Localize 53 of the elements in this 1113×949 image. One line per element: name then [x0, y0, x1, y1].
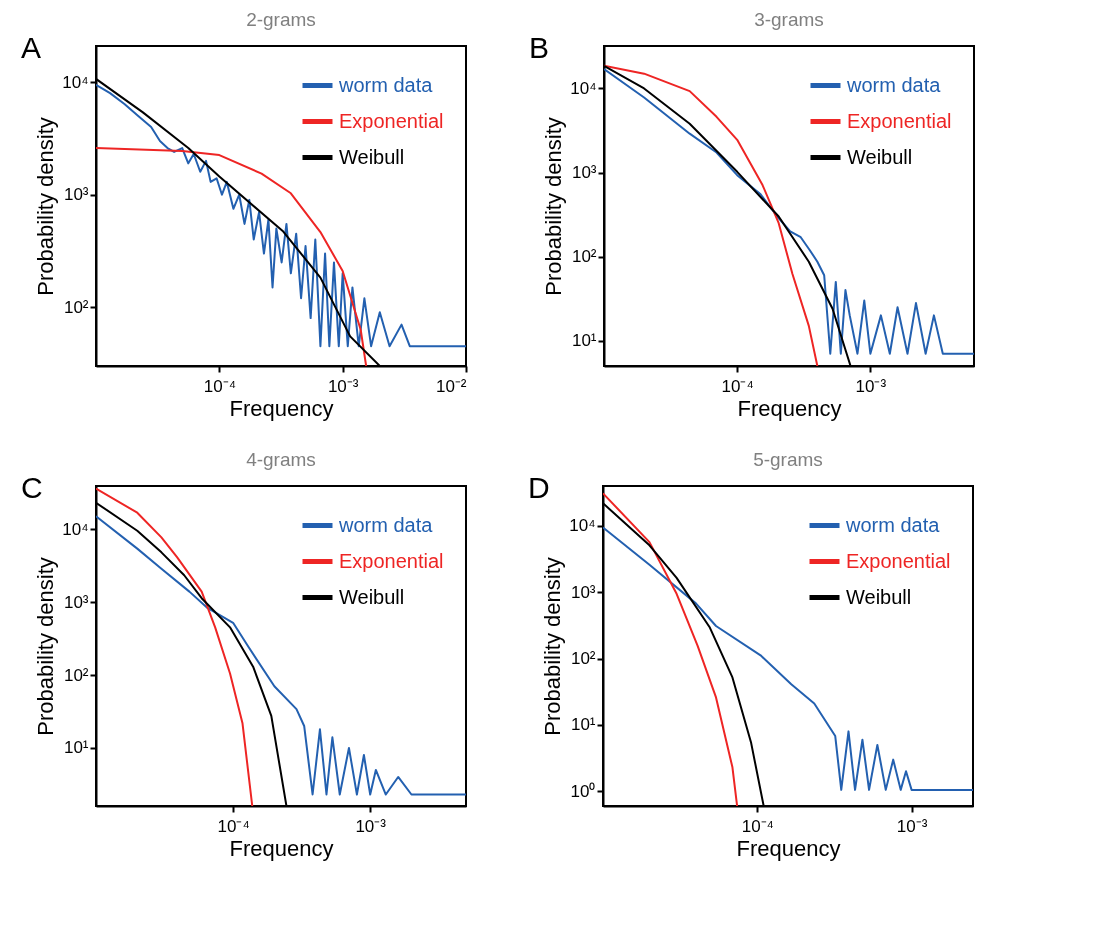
y-tick-label: 10² — [570, 649, 596, 669]
x-tick-label: 10⁻⁴ — [203, 376, 236, 396]
legend-label: Weibull — [846, 585, 912, 608]
y-tick-label: 10³ — [63, 592, 89, 612]
legend-label: Exponential — [847, 109, 952, 132]
x-axis-title: Frequency — [229, 835, 334, 861]
y-tick-label: 10⁴ — [62, 519, 89, 539]
chart-title: 5-grams — [753, 449, 823, 470]
y-axis-title: Probability density — [540, 557, 566, 736]
y-tick-label: 10⁰ — [570, 781, 596, 801]
x-tick-label: 10⁻² — [435, 376, 467, 396]
x-tick-label: 10⁻⁴ — [741, 816, 774, 836]
y-tick-label: 10¹ — [570, 715, 596, 735]
chart-title: 3-grams — [754, 9, 824, 30]
y-axis-title: Probability density — [33, 557, 59, 736]
text: C — [21, 471, 43, 504]
legend-label: Exponential — [339, 549, 444, 572]
y-tick-label: 10² — [63, 665, 89, 685]
x-tick-label: 10⁻³ — [355, 816, 387, 836]
x-tick-label: 10⁻⁴ — [721, 376, 754, 396]
y-axis-title: Probability density — [541, 117, 567, 296]
legend-label: worm data — [338, 513, 434, 536]
legend-label: Weibull — [339, 585, 405, 608]
chart-title: 4-grams — [246, 449, 316, 470]
y-tick-label: 10⁴ — [570, 78, 597, 98]
legend-label: worm data — [338, 73, 434, 96]
y-tick-label: 10² — [63, 297, 89, 317]
y-tick-label: 10⁴ — [62, 72, 89, 92]
text: D — [528, 471, 550, 504]
chart-title: 2-grams — [246, 9, 316, 30]
x-axis-title: Frequency — [229, 395, 334, 421]
x-axis-title: Frequency — [737, 395, 842, 421]
text: B — [529, 31, 550, 64]
x-tick-label: 10⁻³ — [855, 376, 887, 396]
legend-label: worm data — [845, 513, 941, 536]
x-tick-label: 10⁻³ — [896, 816, 928, 836]
y-tick-label: 10¹ — [63, 738, 89, 758]
y-tick-label: 10² — [571, 247, 597, 267]
legend-label: worm data — [846, 73, 942, 96]
y-tick-label: 10³ — [570, 582, 596, 602]
x-axis-title: Frequency — [736, 835, 841, 861]
legend-label: Exponential — [846, 549, 951, 572]
y-axis-title: Probability density — [33, 117, 59, 296]
text: A — [21, 31, 42, 64]
y-tick-label: 10³ — [63, 185, 89, 205]
x-tick-label: 10⁻³ — [327, 376, 359, 396]
x-tick-label: 10⁻⁴ — [217, 816, 250, 836]
y-tick-label: 10⁴ — [569, 516, 596, 536]
legend-label: Weibull — [847, 145, 913, 168]
y-tick-label: 10³ — [571, 163, 597, 183]
y-tick-label: 10¹ — [571, 331, 597, 351]
legend-label: Weibull — [339, 145, 405, 168]
legend-label: Exponential — [339, 109, 444, 132]
